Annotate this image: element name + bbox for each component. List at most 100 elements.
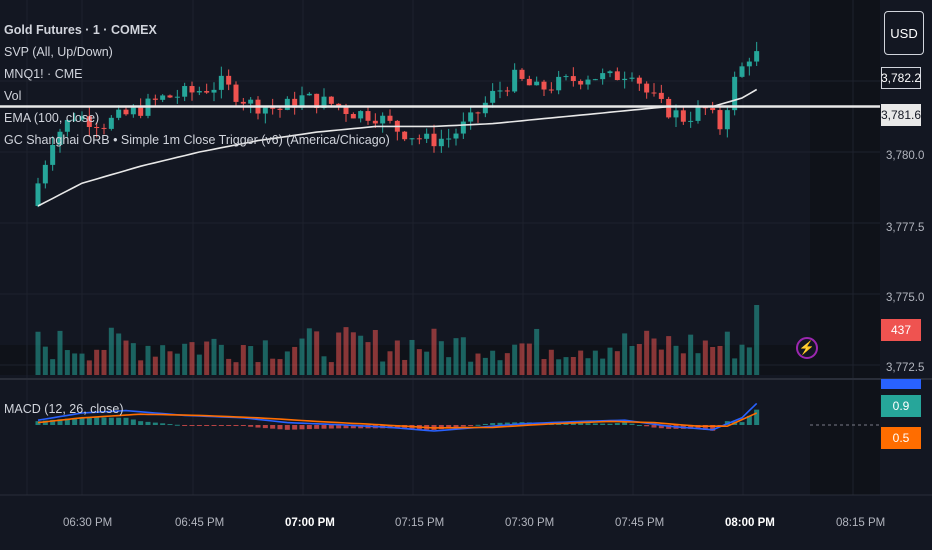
legend-macd[interactable]: MACD (12, 26, close): [4, 402, 124, 416]
time-tick-0630: 06:30 PM: [63, 517, 113, 529]
volume-bar: [490, 350, 496, 375]
macd-histogram-bar: [145, 421, 151, 425]
volume-bar: [702, 340, 708, 375]
volume-bar: [695, 353, 701, 375]
volume-bar: [50, 359, 56, 375]
signal-value-tag: 0.5: [881, 427, 921, 449]
volume-bar: [328, 362, 334, 375]
volume-bar: [658, 349, 664, 375]
macd-histogram-bar: [174, 424, 180, 426]
volume-bar: [717, 345, 723, 375]
price-tick-3772-5: 3,772.5: [886, 362, 925, 374]
last-price-tag: 3,781.6: [881, 104, 921, 126]
volume-bar: [438, 341, 444, 375]
volume-bar: [563, 357, 569, 375]
volume-bar: [277, 359, 283, 375]
volume-bar: [306, 328, 312, 375]
legend-orb[interactable]: GC Shanghai ORB • Simple 1m Close Trigge…: [4, 133, 390, 147]
volume-bar: [196, 354, 202, 375]
legend-vol[interactable]: Vol: [4, 89, 22, 103]
candle-body: [123, 109, 129, 115]
volume-bar: [343, 327, 349, 375]
volume-bar: [651, 338, 657, 375]
volume-bar: [167, 351, 173, 375]
volume-bar: [416, 349, 422, 375]
macd-histogram-bar: [248, 425, 254, 427]
candle-body: [680, 110, 686, 122]
macd-histogram-bar: [108, 417, 114, 425]
volume-bar: [468, 361, 474, 375]
macd-histogram-bar: [218, 425, 224, 426]
plot-area: [0, 0, 810, 495]
macd-histogram-bar: [189, 425, 195, 426]
volume-bar: [35, 331, 41, 375]
time-tick-0700: 07:00 PM: [285, 517, 335, 529]
time-tick-0730: 07:30 PM: [505, 517, 555, 529]
lightning-icon[interactable]: ⚡: [796, 337, 818, 359]
volume-bar: [636, 343, 642, 375]
macd-histogram-bar: [182, 425, 188, 426]
volume-bar: [365, 342, 371, 375]
macd-histogram-bar: [160, 423, 166, 425]
volume-bar: [585, 358, 591, 375]
candle-body: [328, 96, 334, 104]
candle-body: [746, 61, 752, 67]
candle-body: [262, 107, 268, 114]
candle-body: [607, 71, 613, 74]
candle-body: [380, 115, 386, 124]
candle-body: [614, 71, 620, 81]
candle-body: [666, 98, 672, 118]
macd-histogram-bar: [446, 425, 452, 429]
legend-svp[interactable]: SVP (All, Up/Down): [4, 45, 113, 59]
candle-body: [299, 95, 305, 108]
volume-bar: [94, 349, 100, 375]
macd-histogram-bar: [299, 425, 305, 430]
volume-bar: [526, 343, 532, 375]
candle-body: [226, 75, 232, 85]
volume-bar: [321, 356, 327, 375]
legend-mnq[interactable]: MNQ1! · CME: [4, 67, 83, 81]
candle-body: [556, 76, 562, 91]
candle-body: [218, 75, 224, 90]
candle-body: [460, 121, 466, 134]
time-tick-0745: 07:45 PM: [615, 517, 665, 529]
macd-histogram-bar: [754, 409, 760, 425]
macd-histogram-bar: [94, 417, 100, 425]
volume-bar: [152, 356, 158, 375]
macd-histogram-bar: [475, 424, 481, 426]
candle-body: [622, 78, 628, 81]
volume-bar: [57, 330, 63, 375]
candle-body: [79, 116, 85, 120]
volume-bar: [732, 358, 738, 375]
macd-histogram-bar: [152, 422, 158, 425]
macd-histogram-bar: [204, 425, 210, 426]
candle-body: [167, 95, 173, 98]
indicator-legend: Gold Futures · 1 · COMEX SVP (All, Up/Do…: [4, 20, 390, 151]
currency-button[interactable]: USD: [884, 11, 924, 55]
legend-ema[interactable]: EMA (100, close): [4, 111, 100, 125]
volume-bar: [189, 342, 195, 375]
candle-body: [578, 80, 584, 85]
candle-body: [710, 107, 716, 111]
macd-histogram-bar: [622, 422, 628, 425]
volume-bar: [358, 335, 364, 375]
volume-bar: [130, 343, 136, 375]
volume-bar: [688, 334, 694, 375]
candle-body: [57, 131, 63, 145]
macd-histogram-bar: [739, 422, 745, 425]
candle-body: [504, 90, 510, 92]
volume-bar: [578, 350, 584, 375]
candle-body: [497, 90, 503, 92]
macd-scale-bar: [881, 379, 921, 389]
volume-bar: [255, 362, 261, 375]
candle-body: [387, 115, 393, 121]
candle-body: [248, 99, 254, 104]
candle-body: [35, 183, 41, 206]
volume-bar: [101, 349, 107, 375]
macd-histogram-bar: [255, 425, 261, 428]
candle-body: [651, 92, 657, 94]
candle-body: [512, 69, 518, 92]
volume-bar: [592, 350, 598, 375]
legend-symbol[interactable]: Gold Futures · 1 · COMEX: [4, 23, 157, 37]
